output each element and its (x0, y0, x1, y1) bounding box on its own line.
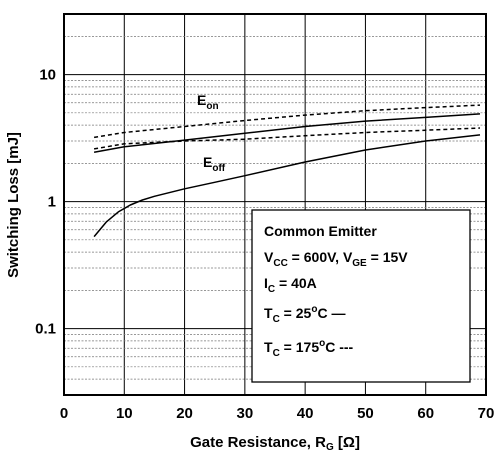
legend-line: TC = 25oC — (264, 304, 345, 325)
y-tick-label: 1 (48, 194, 56, 211)
x-tick-label: 50 (357, 405, 374, 422)
legend-frame (251, 209, 471, 383)
y-tick-label: 10 (39, 67, 56, 84)
series-group (93, 104, 481, 238)
y-tick-label: 0.1 (35, 321, 56, 338)
legend-line: IC = 40A (264, 275, 317, 295)
legend-line: TC = 175oC --- (264, 338, 354, 359)
curve-label-eoff: Eoff (203, 154, 226, 174)
series-line-eon-175c (93, 104, 481, 139)
curve-label-eon: Eon (197, 92, 219, 112)
plot-frame (63, 13, 487, 396)
x-tick-label: 70 (478, 405, 495, 422)
x-tick-label: 60 (417, 405, 434, 422)
x-axis-title: Gate Resistance, RG [Ω] (190, 434, 360, 453)
x-tick-label: 10 (116, 405, 133, 422)
x-tick-label: 40 (297, 405, 314, 422)
series-line-eon-25c (93, 113, 481, 153)
y-axis-title: Switching Loss [mJ] (5, 132, 22, 278)
tick-labels: 0 10 20 30 40 50 60 70 0.1 1 10 (35, 67, 494, 422)
legend-line: Common Emitter (264, 223, 377, 239)
legend-box: Common Emitter VCC = 600V, VGE = 15V IC = … (251, 209, 471, 383)
series-line-eoff-25c (93, 134, 481, 238)
x-tick-label: 0 (60, 405, 68, 422)
series-line-eoff-175c (93, 127, 481, 150)
x-tick-label: 30 (237, 405, 254, 422)
x-tick-label: 20 (176, 405, 193, 422)
legend-line: VCC = 600V, VGE = 15V (264, 249, 408, 269)
